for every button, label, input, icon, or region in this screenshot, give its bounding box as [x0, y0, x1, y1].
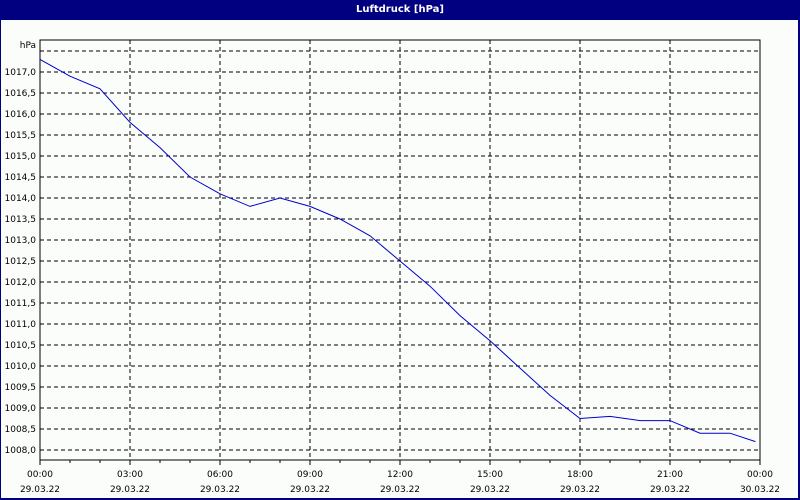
pressure-series-line — [39, 58, 756, 443]
y-tick-label: 1012,0 — [5, 278, 37, 288]
x-tick-time: 06:00 — [207, 470, 233, 480]
y-tick-label: 1014,0 — [5, 194, 37, 204]
y-tick-label: 1016,0 — [5, 110, 37, 120]
x-tick-time: 03:00 — [117, 470, 143, 480]
y-tick-label: 1011,0 — [5, 320, 37, 330]
x-tick-date: 29.03.22 — [200, 485, 240, 495]
y-axis-unit: hPa — [20, 41, 36, 51]
x-tick-date: 29.03.22 — [380, 485, 420, 495]
x-tick-date: 29.03.22 — [290, 485, 330, 495]
y-tick-label: 1010,5 — [5, 341, 37, 351]
y-tick-label: 1015,5 — [5, 131, 37, 141]
x-tick-time: 18:00 — [567, 470, 593, 480]
x-tick-date: 29.03.22 — [20, 485, 60, 495]
x-tick-date: 29.03.22 — [470, 485, 510, 495]
y-tick-label: 1014,5 — [5, 173, 37, 183]
y-tick-label: 1009,5 — [5, 383, 37, 393]
x-tick-date: 29.03.22 — [560, 485, 600, 495]
x-tick-date: 29.03.22 — [110, 485, 150, 495]
x-tick-time: 15:00 — [477, 470, 503, 480]
x-tick-time: 00:00 — [27, 470, 53, 480]
x-tick-time: 09:00 — [297, 470, 323, 480]
y-tick-label: 1016,5 — [5, 89, 37, 99]
y-tick-label: 1011,5 — [5, 299, 37, 309]
y-tick-label: 1012,5 — [5, 257, 37, 267]
x-tick-time: 00:00 — [747, 470, 773, 480]
y-tick-label: 1008,0 — [5, 446, 37, 456]
y-tick-label: 1008,5 — [5, 425, 37, 435]
x-tick-date: 30.03.22 — [740, 485, 780, 495]
y-tick-label: 1013,5 — [5, 215, 37, 225]
x-tick-date: 29.03.22 — [650, 485, 690, 495]
y-tick-label: 1017,0 — [5, 68, 37, 78]
y-tick-label: 1010,0 — [5, 362, 37, 372]
x-tick-time: 21:00 — [657, 470, 683, 480]
chart-title: Luftdruck [hPa] — [356, 4, 444, 15]
x-tick-time: 12:00 — [387, 470, 413, 480]
y-tick-label: 1013,0 — [5, 236, 37, 246]
y-tick-label: 1009,0 — [5, 404, 37, 414]
y-tick-label: 1015,0 — [5, 152, 37, 162]
